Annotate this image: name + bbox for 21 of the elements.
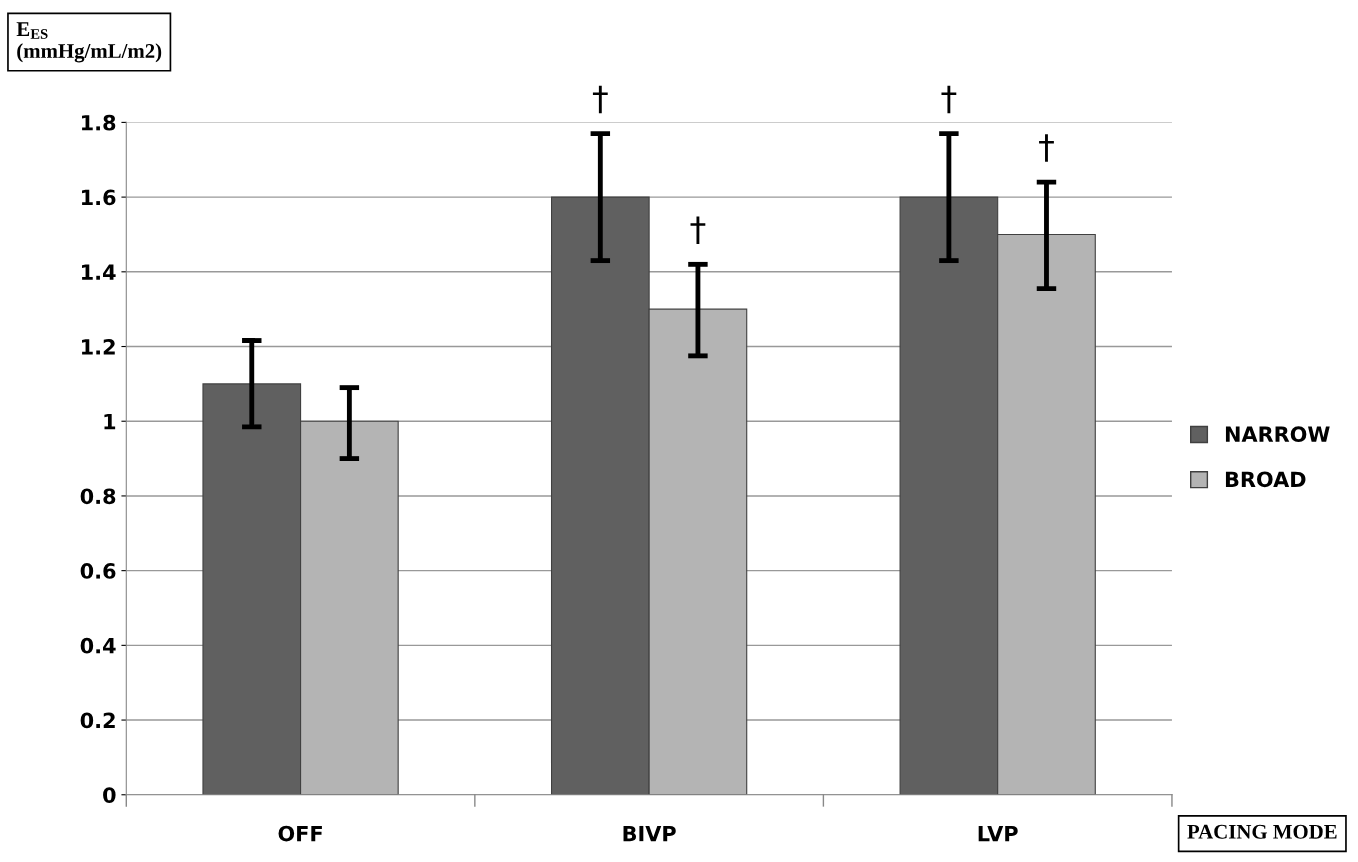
y-tick-label: 1.2 bbox=[82, 338, 115, 355]
x-tick-label: OFF bbox=[278, 825, 322, 842]
y-tick-label: 0 bbox=[103, 787, 116, 803]
data-label: † bbox=[592, 85, 608, 114]
y-tick-label: 1 bbox=[104, 413, 116, 430]
y-tick-label: 0.6 bbox=[80, 563, 116, 579]
y-tick-label: 0.4 bbox=[80, 637, 116, 654]
data-label: † bbox=[941, 85, 957, 114]
y-tick-label: 0.2 bbox=[80, 712, 115, 729]
data-label: † bbox=[1039, 134, 1054, 162]
x-axis-title: PACING MODE bbox=[1187, 824, 1337, 839]
legend-label: BROAD bbox=[1225, 471, 1306, 488]
y-tick-label: 1.4 bbox=[82, 264, 116, 280]
x-tick-label: BIVP bbox=[623, 825, 676, 842]
y-axis-title: E$_{ES}$ (mmHg/mL/m2) bbox=[16, 22, 162, 63]
legend-label: NARROW bbox=[1225, 426, 1330, 443]
data-label: † bbox=[690, 216, 706, 244]
x-tick-label: LVP bbox=[978, 825, 1018, 842]
y-tick-label: 0.8 bbox=[80, 488, 116, 505]
y-tick-label: 1.6 bbox=[82, 189, 116, 206]
y-tick-label: 1.8 bbox=[82, 114, 116, 131]
